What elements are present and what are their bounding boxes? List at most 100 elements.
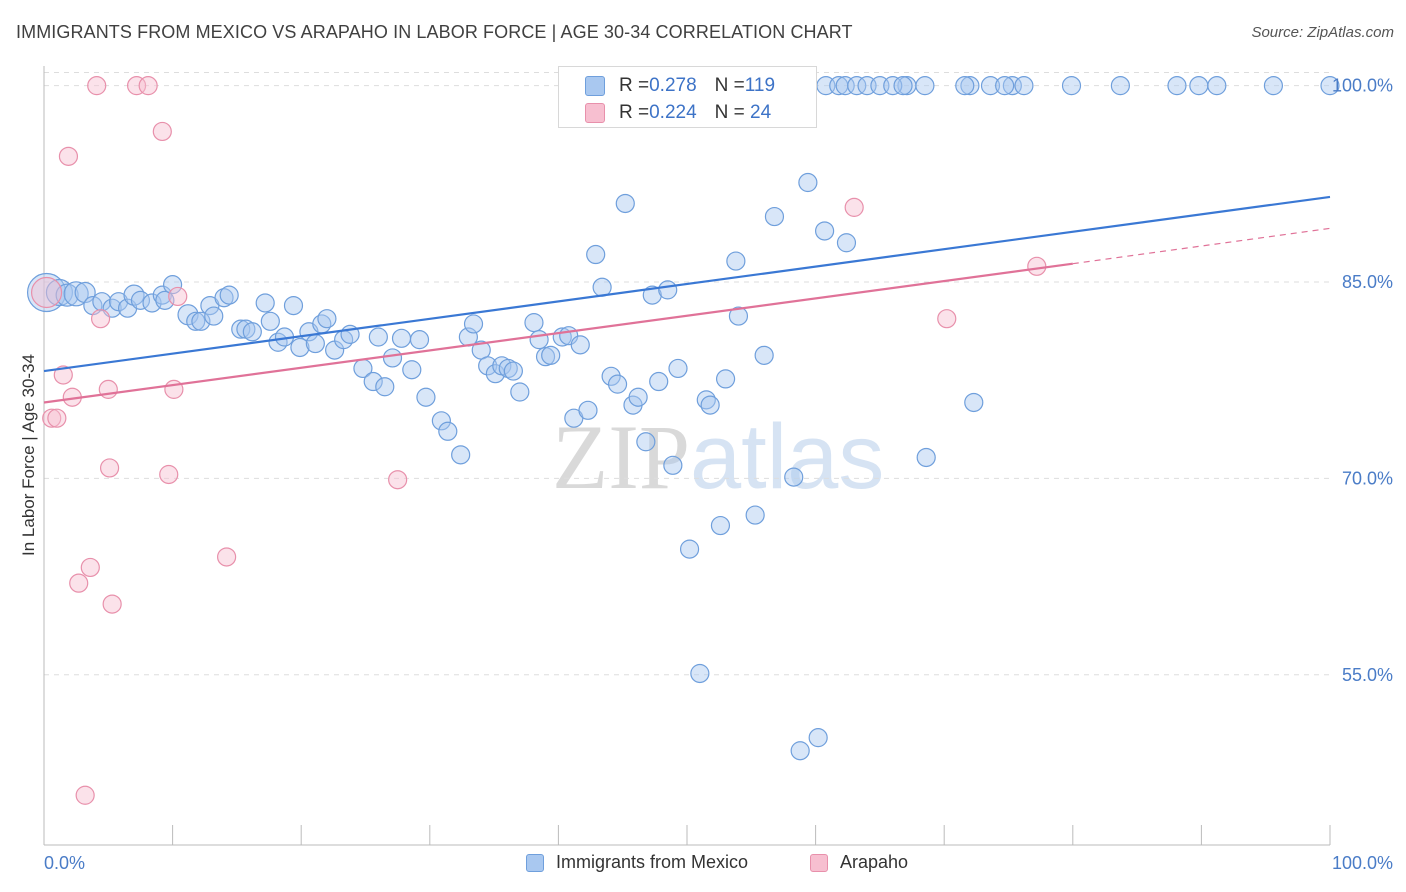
stats-row-mexico: R = 0.278 N = 119 — [585, 74, 775, 98]
point-mexico — [893, 76, 913, 96]
point-arapaho — [99, 458, 120, 478]
point-mexico — [570, 335, 590, 355]
point-mexico — [130, 290, 151, 310]
point-arapaho — [69, 573, 89, 593]
point-mexico — [242, 322, 262, 342]
point-mexico — [615, 193, 635, 214]
point-arapaho — [42, 408, 62, 428]
source-label: Source: ZipAtlas.com — [1251, 24, 1394, 41]
r-label: R = — [619, 75, 650, 96]
point-mexico — [163, 275, 183, 295]
point-mexico — [578, 400, 598, 420]
point-mexico — [764, 206, 785, 227]
grid-lines — [44, 72, 1330, 676]
point-mexico — [628, 387, 648, 407]
point-mexico — [754, 345, 774, 365]
point-mexico — [728, 306, 749, 326]
point-mexico — [260, 311, 280, 331]
point-mexico — [601, 366, 621, 386]
axes — [43, 66, 1331, 846]
trend-line-arapaho — [43, 262, 1073, 404]
point-mexico — [498, 358, 518, 379]
point-mexico — [586, 244, 606, 265]
point-mexico — [204, 306, 224, 326]
point-mexico — [995, 76, 1015, 96]
point-mexico — [463, 314, 484, 334]
point-arapaho — [152, 121, 172, 142]
y-axis-label: In Labor Force | Age 30-34 — [19, 354, 38, 556]
point-mexico — [510, 382, 530, 402]
point-arapaho — [159, 464, 179, 485]
point-mexico — [658, 280, 678, 300]
point-mexico — [745, 505, 765, 525]
tick-labels: 55.0% 70.0% 85.0% 100.0% 0.0% 100.0% — [44, 76, 1393, 873]
point-mexico — [416, 387, 436, 407]
point-mexico — [391, 328, 412, 348]
legend-swatch-arapaho — [810, 853, 828, 872]
n-value: 24 — [744, 102, 772, 123]
point-arapaho — [87, 76, 107, 96]
stats-swatch-mexico — [585, 76, 605, 96]
bottom-legend: Immigrants from Mexico Arapaho — [0, 852, 1406, 878]
legend-item-arapaho[interactable]: Arapaho — [810, 852, 908, 873]
point-mexico — [715, 369, 736, 389]
point-mexico — [305, 333, 325, 354]
point-mexico — [726, 251, 746, 271]
point-mexico — [1002, 76, 1022, 96]
point-mexico — [92, 292, 112, 312]
point-mexico — [916, 447, 936, 468]
point-mexico — [1320, 76, 1340, 96]
point-arapaho — [90, 309, 111, 329]
point-mexico — [438, 421, 458, 441]
series-arapaho — [30, 76, 1047, 805]
point-mexico — [663, 455, 683, 475]
point-mexico — [317, 309, 337, 329]
point-mexico — [1263, 76, 1284, 96]
point-arapaho — [937, 309, 957, 329]
stats-row-arapaho: R = 0.224 N = 24 — [585, 101, 771, 125]
point-mexico — [915, 76, 935, 96]
trend-lines — [43, 195, 1331, 404]
point-mexico — [964, 392, 984, 413]
point-mexico — [815, 221, 835, 241]
point-mexico — [503, 361, 523, 381]
point-mexico — [375, 377, 395, 397]
point-mexico — [123, 284, 145, 306]
point-mexico — [541, 345, 561, 365]
legend-item-mexico[interactable]: Immigrants from Mexico — [526, 852, 748, 873]
point-arapaho — [58, 146, 79, 166]
point-mexico — [219, 285, 239, 305]
point-mexico — [1061, 76, 1082, 96]
point-arapaho — [75, 785, 95, 805]
point-mexico — [186, 311, 206, 331]
legend-label-arapaho: Arapaho — [840, 852, 909, 872]
point-mexico — [290, 337, 310, 358]
r-label: R = — [619, 102, 650, 123]
point-mexico — [700, 395, 720, 415]
point-arapaho — [844, 197, 864, 217]
point-mexico — [690, 663, 710, 684]
point-mexico — [835, 76, 855, 96]
point-mexico — [636, 432, 656, 452]
chart-title: IMMIGRANTS FROM MEXICO VS ARAPAHO IN LAB… — [16, 22, 853, 42]
point-mexico — [214, 288, 234, 308]
point-arapaho — [126, 76, 147, 96]
point-mexico — [790, 741, 810, 761]
point-mexico — [679, 539, 700, 559]
point-mexico — [478, 356, 498, 376]
point-mexico — [607, 374, 628, 394]
point-mexico — [696, 390, 716, 410]
point-mexico — [382, 348, 403, 368]
point-arapaho — [102, 594, 122, 614]
r-value: 0.278 — [649, 75, 697, 96]
point-mexico — [255, 293, 275, 313]
point-mexico — [155, 290, 175, 310]
point-arapaho — [217, 547, 237, 567]
point-arapaho — [80, 557, 100, 578]
legend-label-mexico: Immigrants from Mexico — [556, 852, 749, 872]
point-mexico — [1110, 76, 1130, 96]
x-tick-label: 100.0% — [1332, 853, 1393, 873]
series-immigrants-from-mexico — [26, 76, 1340, 761]
point-mexico — [283, 295, 304, 316]
point-mexico — [980, 76, 1001, 96]
